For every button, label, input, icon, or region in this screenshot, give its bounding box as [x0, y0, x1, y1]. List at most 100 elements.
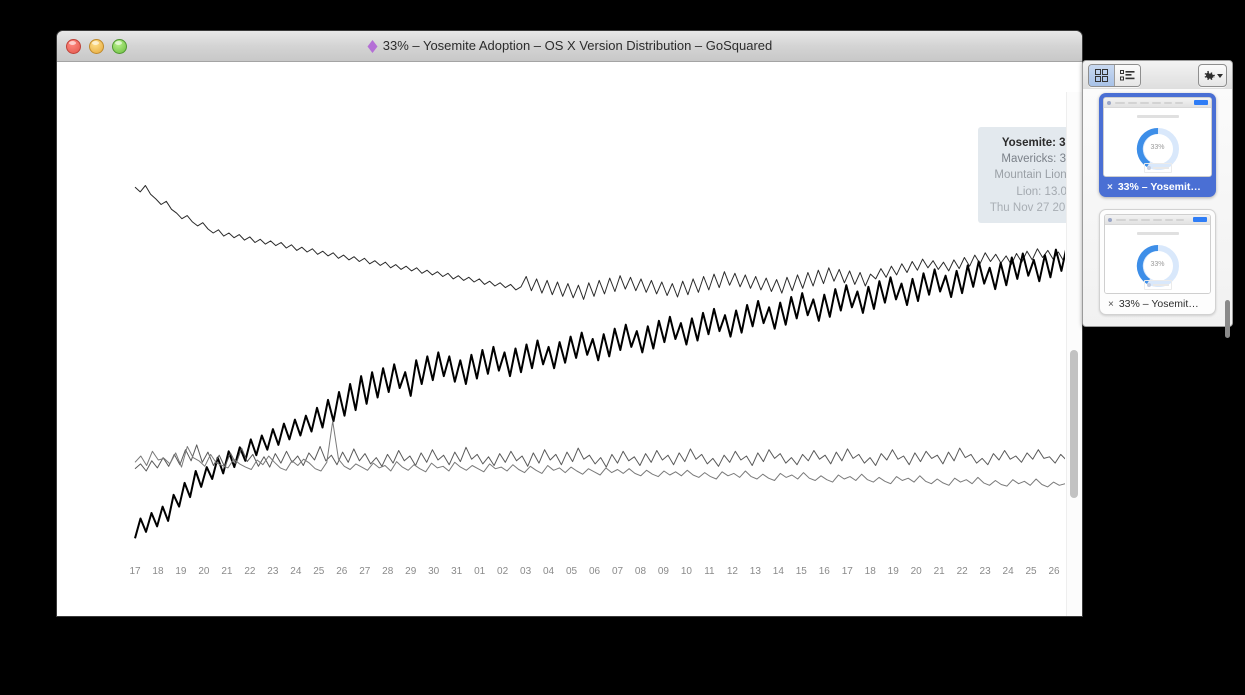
x-tick-label: 06	[588, 566, 601, 577]
window-title: 33% – Yosemite Adoption – OS X Version D…	[57, 31, 1082, 61]
window-scrollbar-thumb[interactable]	[1070, 350, 1078, 498]
x-tick-label: 25	[1025, 566, 1037, 577]
window-controls	[66, 39, 127, 54]
tab-card[interactable]: 33% × 33% – Yosemit…	[1099, 93, 1216, 197]
sidebar-toolbar	[1083, 61, 1232, 90]
chart-tooltip: Yosemite: 33.03% Mavericks: 38.61% Mount…	[978, 127, 1082, 224]
tab-title: 33% – Yosemit…	[1117, 181, 1201, 193]
series-line-mountain-lion	[134, 420, 1065, 488]
x-tick-label: 12	[726, 566, 738, 577]
x-tick-label: 17	[841, 566, 853, 577]
x-tick-label: 13	[749, 566, 761, 577]
zoom-window-button[interactable]	[112, 39, 127, 54]
x-tick-label: 26	[1048, 566, 1060, 577]
x-tick-label: 29	[405, 566, 417, 577]
x-tick-label: 23	[979, 566, 991, 577]
x-tick-label: 01	[474, 566, 486, 577]
x-tick-label: 20	[198, 566, 210, 577]
minimize-window-button[interactable]	[89, 39, 104, 54]
gear-icon	[1204, 70, 1215, 80]
window-scrollbar-track[interactable]	[1066, 92, 1082, 616]
close-tab-icon[interactable]: ×	[1108, 298, 1114, 310]
tooltip-line-mavericks: Mavericks: 38.61%	[1001, 153, 1082, 166]
x-tick-label: 04	[543, 566, 555, 577]
x-tick-label: 09	[657, 566, 669, 577]
chart-x-axis-labels: 17 18 19 20 21 22 23 24 25 26 27 28 29 30 31 01 02 03 04 05…	[57, 566, 1082, 582]
window-titlebar[interactable]: 33% – Yosemite Adoption – OS X Version D…	[57, 31, 1082, 62]
tab-thumbnail-list[interactable]: 33% × 33% – Yosemit… 33% × 33% – Yosemit…	[1083, 89, 1232, 326]
thumb-cta-button	[1193, 217, 1207, 222]
thumb-body: 33%	[1105, 225, 1210, 293]
series-line-lion	[134, 444, 1065, 472]
tooltip-timestamp: Thu Nov 27 2014 18:00	[989, 201, 1082, 214]
x-tick-label: 26	[336, 566, 348, 577]
thumb-cta-button	[1194, 100, 1208, 105]
x-tick-label: 08	[634, 566, 647, 577]
x-tick-label: 28	[382, 566, 394, 577]
x-tick-label: 07	[611, 566, 624, 577]
thumb-heading	[1136, 232, 1179, 235]
x-tick-label: 30	[428, 566, 440, 577]
grid-view-icon[interactable]	[1089, 65, 1114, 86]
x-tick-label: 16	[818, 566, 830, 577]
x-tick-label: 02	[497, 566, 509, 577]
x-tick-label: 25	[313, 566, 325, 577]
tooltip-line-mountain-lion: Mountain Lion: 9.96%	[994, 169, 1082, 182]
x-tick-label: 05	[565, 566, 578, 577]
tab-thumbnail[interactable]: 33%	[1104, 214, 1211, 294]
chevron-down-icon	[1217, 73, 1223, 78]
thumb-footer-badge	[1143, 163, 1172, 173]
x-tick-label: 20	[910, 566, 922, 577]
x-tick-label: 31	[451, 566, 463, 577]
x-tick-label: 03	[520, 566, 532, 577]
x-tick-label: 14	[772, 566, 784, 577]
tab-label-row[interactable]: × 33% – Yosemit…	[1103, 177, 1212, 197]
tooltip-line-yosemite: Yosemite: 33.03%	[1001, 137, 1082, 149]
x-tick-label: 17	[129, 566, 141, 577]
x-tick-label: 21	[221, 566, 233, 577]
x-tick-label: 15	[795, 566, 807, 577]
thumb-percent: 33%	[1150, 144, 1165, 151]
x-tick-label: 27	[359, 566, 371, 577]
tab-title: 33% – Yosemit…	[1118, 298, 1199, 310]
os-version-line-chart[interactable]	[57, 62, 1065, 562]
close-window-button[interactable]	[66, 39, 81, 54]
x-tick-label: 23	[267, 566, 279, 577]
close-tab-icon[interactable]: ×	[1107, 181, 1113, 193]
x-tick-label: 22	[956, 566, 968, 577]
page-content: 17 18 19 20 21 22 23 24 25 26 27 28 29 30 31 01 02 03 04 05…	[57, 62, 1082, 616]
thumb-navbar	[1105, 215, 1210, 225]
series-line-yosemite	[134, 248, 1065, 539]
x-tick-label: 24	[290, 566, 302, 577]
tab-sidebar-panel: 33% × 33% – Yosemit… 33% × 33% – Yosemit…	[1082, 60, 1233, 327]
x-tick-label: 18	[152, 566, 164, 577]
tooltip-line-lion: Lion: 13.01%	[1016, 185, 1082, 198]
tab-card[interactable]: 33% × 33% – Yosemit…	[1099, 209, 1216, 315]
x-tick-label: 19	[175, 566, 187, 577]
x-tick-label: 10	[680, 566, 692, 577]
thumb-logo-icon	[1107, 100, 1111, 105]
x-tick-label: 18	[864, 566, 876, 577]
view-mode-toggle[interactable]	[1088, 64, 1141, 87]
thumb-heading	[1136, 115, 1179, 118]
thumb-percent: 33%	[1150, 261, 1165, 268]
gosquared-diamond-icon	[367, 39, 378, 53]
x-tick-label: 24	[1002, 566, 1014, 577]
window-title-text: 33% – Yosemite Adoption – OS X Version D…	[382, 38, 773, 53]
tab-label-row[interactable]: × 33% – Yosemit…	[1104, 294, 1211, 314]
thumb-body: 33%	[1104, 108, 1211, 176]
thumb-navbar	[1104, 98, 1211, 108]
x-tick-label: 21	[933, 566, 945, 577]
thumb-logo-icon	[1108, 217, 1112, 222]
x-tick-label: 11	[704, 566, 715, 577]
desktop-scrollbar-thumb[interactable]	[1225, 300, 1230, 338]
chart-svg	[134, 185, 1065, 539]
list-view-icon[interactable]	[1114, 65, 1140, 86]
browser-window: 33% – Yosemite Adoption – OS X Version D…	[57, 31, 1082, 616]
tab-thumbnail[interactable]: 33%	[1103, 97, 1212, 177]
thumb-footer-badge	[1143, 280, 1172, 290]
x-tick-label: 19	[887, 566, 899, 577]
settings-menu-button[interactable]	[1198, 64, 1227, 87]
x-tick-label: 22	[244, 566, 256, 577]
